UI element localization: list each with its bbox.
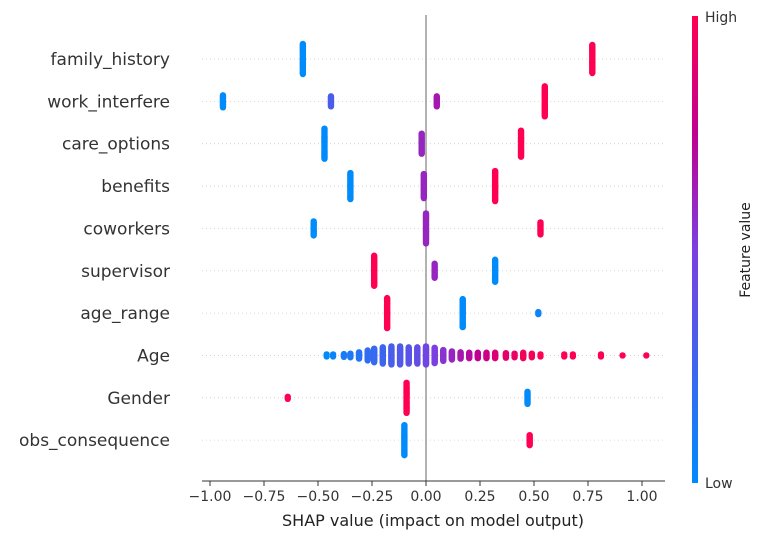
shap-dot <box>466 354 473 362</box>
feature-label: Age <box>137 346 170 366</box>
shap-dots <box>219 40 650 459</box>
shap-dot <box>414 360 421 367</box>
shap-dot <box>418 150 425 157</box>
shap-dot <box>340 353 348 360</box>
shap-dot <box>379 360 386 367</box>
colorbar-low-label: Low <box>705 476 733 492</box>
shap-dot <box>310 232 317 239</box>
feature-label: coworkers <box>83 219 170 239</box>
colorbar: High Low Feature value <box>692 10 754 492</box>
shap-dot <box>347 354 354 361</box>
shap-dot <box>422 240 430 247</box>
x-axis-label: SHAP value (impact on model output) <box>282 511 584 530</box>
shap-dot <box>431 274 438 281</box>
shap-dot <box>405 360 412 367</box>
shap-dot <box>569 353 577 360</box>
feature-label: benefits <box>101 177 170 197</box>
feature-label: supervisor <box>81 262 170 282</box>
feature-label: obs_consequence <box>19 431 170 451</box>
shap-dot <box>347 195 354 203</box>
shap-dot <box>299 70 307 78</box>
feature-label: care_options <box>62 135 170 155</box>
shap-dot <box>355 355 363 362</box>
shap-dot <box>422 361 430 368</box>
x-tick-label: 1.00 <box>626 489 657 505</box>
x-tick-label: 0.00 <box>410 489 441 505</box>
shap-dot <box>535 310 542 318</box>
shap-dot <box>403 409 410 416</box>
shap-dot <box>491 197 499 205</box>
shap-dot <box>440 357 447 365</box>
shap-dot <box>537 231 544 238</box>
shap-dot <box>526 441 533 449</box>
x-tick-label: −0.50 <box>297 489 340 505</box>
shap-dot <box>364 357 371 364</box>
feature-label: age_range <box>80 304 170 324</box>
shap-dot <box>433 103 440 110</box>
x-axis: −1.00 −0.75 −0.50 −0.25 0.00 0.25 0.50 0.75 1.00 <box>189 480 665 505</box>
feature-label: work_interfere <box>47 92 170 112</box>
shap-dot <box>323 353 330 360</box>
shap-dot <box>528 354 536 361</box>
shap-dot <box>448 356 456 363</box>
shap-dot <box>491 354 499 362</box>
x-tick-label: 0.50 <box>518 489 549 505</box>
shap-dot <box>284 395 291 402</box>
shap-dot <box>457 355 464 362</box>
x-tick-label: 0.25 <box>464 489 495 505</box>
shap-dot <box>420 194 428 202</box>
x-tick-label: −0.75 <box>243 489 286 505</box>
shap-dot <box>511 354 518 361</box>
shap-dot <box>383 324 391 332</box>
shap-dot <box>524 400 531 407</box>
shap-dot <box>517 153 525 160</box>
colorbar-high-label: High <box>705 10 737 26</box>
feature-label: family_history <box>51 50 170 70</box>
colorbar-gradient <box>692 16 698 483</box>
colorbar-title: Feature value <box>738 202 754 298</box>
shap-dot <box>388 361 395 368</box>
shap-dot <box>474 354 482 362</box>
shap-dot <box>431 359 438 367</box>
row-grid-lines <box>202 58 665 441</box>
shap-dot <box>619 352 626 359</box>
shap-dot <box>219 104 227 111</box>
shap-dot <box>589 69 596 77</box>
shap-dot <box>520 354 527 362</box>
shap-dot <box>370 282 378 289</box>
shap-dot <box>643 352 650 359</box>
shap-dot <box>561 353 568 360</box>
shap-dot <box>321 155 328 162</box>
shap-dot <box>401 451 408 459</box>
x-tick-label: 0.75 <box>572 489 603 505</box>
shap-dot <box>537 353 544 360</box>
shap-dot <box>327 103 335 110</box>
x-tick-label: −1.00 <box>189 489 232 505</box>
x-tick-label: −0.25 <box>351 489 394 505</box>
shap-dot <box>396 361 404 368</box>
shap-dot <box>370 359 378 366</box>
shap-dot <box>502 354 510 361</box>
shap-dot <box>483 354 490 362</box>
shap-dot <box>491 278 499 285</box>
shap-dot <box>541 113 548 120</box>
shap-dot <box>329 353 337 360</box>
shap-dot <box>459 323 466 331</box>
feature-labels: family_history work_interfere care_options… <box>19 50 170 451</box>
shap-dot <box>597 353 605 360</box>
feature-label: Gender <box>107 389 170 409</box>
